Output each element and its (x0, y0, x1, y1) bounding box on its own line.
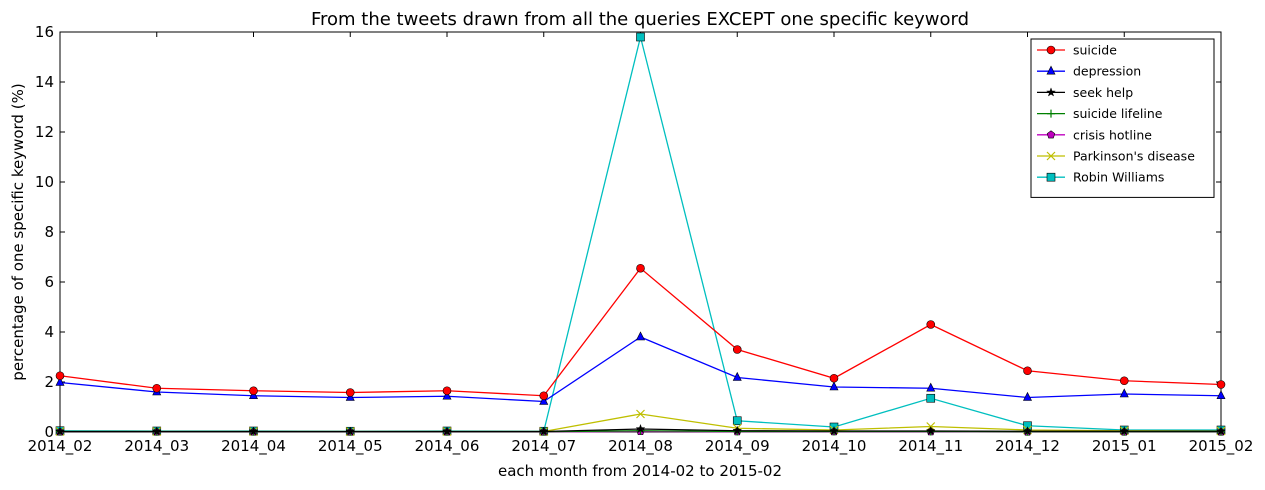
legend-label-suicide-lifeline: suicide lifeline (1073, 106, 1163, 121)
y-tick-label: 6 (44, 273, 54, 291)
y-tick-label: 0 (44, 423, 54, 441)
x-tick-label: 2014_10 (802, 437, 867, 456)
data-point-seek-help (1119, 426, 1130, 436)
legend-box (1030, 38, 1215, 198)
data-point-depression (636, 331, 645, 341)
data-point-depression (1023, 391, 1032, 401)
y-tick-label: 8 (44, 223, 54, 241)
data-point-depression (732, 371, 742, 381)
data-point-suicide (829, 373, 839, 383)
data-point-robin-williams (732, 416, 742, 426)
data-point-seek-help (925, 425, 936, 436)
y-axis-label: percentage of one specific keyword (%) (9, 83, 27, 380)
data-point-seek-help (732, 425, 743, 435)
data-point-suicide (345, 388, 355, 397)
data-point-suicide (442, 386, 452, 396)
y-tick-label: 16 (35, 23, 54, 41)
legend-marker-seek-help (1046, 87, 1056, 97)
data-point-seek-help (55, 426, 65, 436)
x-tick-label: 2014_05 (318, 437, 383, 456)
data-point-depression (1216, 390, 1226, 400)
data-point-seek-help (248, 426, 259, 436)
legend-label-suicide: suicide (1073, 43, 1117, 58)
data-point-suicide (55, 371, 65, 381)
data-point-depression (829, 381, 839, 391)
data-point-seek-help (829, 425, 839, 436)
x-tick-label: 2014_09 (705, 437, 770, 456)
data-point-seek-help (538, 426, 549, 436)
data-point-suicide (732, 345, 742, 354)
data-point-seek-help (1216, 426, 1226, 436)
data-point-robin-williams (636, 32, 645, 42)
x-tick-label: 2014_03 (124, 437, 189, 456)
legend-marker-suicide (1046, 45, 1056, 55)
data-point-suicide (249, 386, 258, 396)
data-point-robin-williams (926, 393, 936, 403)
data-point-seek-help (635, 423, 646, 434)
y-tick-label: 12 (35, 123, 54, 141)
legend-label-robin-williams: Robin Williams (1073, 170, 1164, 185)
series-line-depression (59, 336, 1222, 403)
data-point-suicide (1216, 380, 1226, 389)
data-point-depression (55, 376, 65, 386)
x-axis-label: each month from 2014-02 to 2015-02 (498, 462, 782, 480)
data-point-depression (926, 382, 936, 392)
legend-marker-depression (1046, 65, 1056, 75)
x-tick-label: 2015_02 (1189, 437, 1254, 456)
x-tick-label: 2014_08 (608, 437, 673, 456)
legend-marker-suicide-lifeline (1047, 109, 1055, 118)
chart-title: From the tweets drawn from all the queri… (311, 9, 969, 30)
y-tick-label: 4 (44, 323, 54, 341)
legend-label-parkinson-s-disease: Parkinson's disease (1073, 149, 1195, 164)
data-point-suicide (636, 263, 645, 273)
legend-label-crisis-hotline: crisis hotline (1073, 127, 1152, 142)
data-point-seek-help (1022, 426, 1033, 436)
x-tick-label: 2015_01 (1092, 437, 1157, 456)
data-point-suicide (926, 320, 936, 329)
data-point-suicide (1023, 366, 1032, 376)
legend: suicide depression seek help suicide lifeli… (1030, 38, 1215, 198)
x-tick-label: 2014_12 (995, 437, 1060, 456)
data-point-depression (539, 395, 549, 405)
legend-label-seek-help: seek help (1073, 85, 1133, 100)
y-tick-label: 2 (44, 373, 54, 391)
y-tick-label: 14 (35, 73, 54, 91)
legend-label-depression: depression (1073, 64, 1141, 79)
x-tick-label: 2014_11 (898, 437, 963, 456)
y-tick-label: 10 (35, 173, 54, 191)
legend-marker-parkinson-s-disease (1046, 151, 1056, 161)
legend-marker-crisis-hotline (1046, 130, 1056, 139)
legend-marker-robin-williams (1046, 172, 1056, 182)
data-point-suicide (152, 383, 162, 393)
data-point-suicide (539, 391, 549, 401)
data-point-seek-help (442, 426, 452, 436)
x-tick-label: 2014_07 (511, 437, 576, 456)
plot-area: 0 2 4 6 8 10 12 14 16 2014_02 2014_03 2014_04 2014_0… (28, 23, 1254, 456)
data-point-seek-help (151, 426, 162, 436)
data-point-parkinson-s-disease (636, 409, 645, 419)
x-tick-label: 2014_04 (221, 437, 286, 456)
data-point-depression (442, 390, 452, 400)
data-point-seek-help (345, 426, 356, 436)
data-point-suicide (1119, 376, 1129, 386)
data-point-depression (1119, 388, 1129, 398)
x-tick-label: 2014_06 (415, 437, 480, 456)
x-tick-label: 2014_02 (28, 437, 93, 456)
